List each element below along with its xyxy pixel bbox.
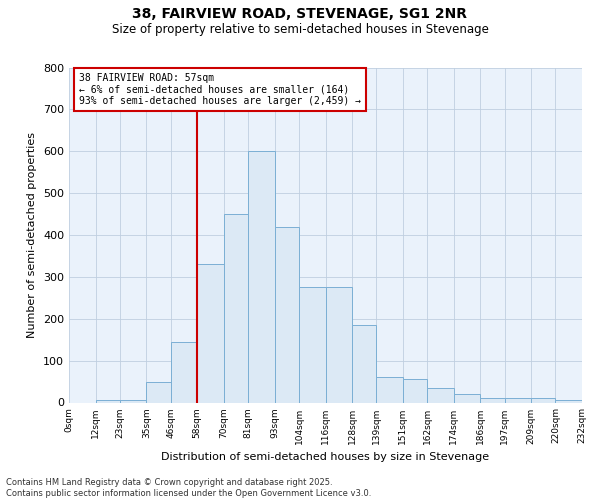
Text: Size of property relative to semi-detached houses in Stevenage: Size of property relative to semi-detach…: [112, 22, 488, 36]
Bar: [224, 214, 248, 402]
Bar: [531, 398, 556, 402]
Bar: [95, 400, 120, 402]
X-axis label: Distribution of semi-detached houses by size in Stevenage: Distribution of semi-detached houses by …: [161, 452, 490, 462]
Bar: [427, 388, 454, 402]
Bar: [376, 378, 403, 402]
Bar: [403, 380, 427, 402]
Y-axis label: Number of semi-detached properties: Number of semi-detached properties: [28, 132, 37, 338]
Bar: [505, 398, 531, 402]
Bar: [325, 288, 352, 403]
Bar: [171, 342, 197, 402]
Bar: [352, 325, 376, 402]
Bar: [299, 288, 325, 403]
Bar: [480, 398, 505, 402]
Bar: [197, 264, 224, 402]
Bar: [556, 400, 582, 402]
Bar: [275, 226, 299, 402]
Text: 38 FAIRVIEW ROAD: 57sqm
← 6% of semi-detached houses are smaller (164)
93% of se: 38 FAIRVIEW ROAD: 57sqm ← 6% of semi-det…: [79, 72, 361, 106]
Bar: [454, 394, 480, 402]
Text: Contains HM Land Registry data © Crown copyright and database right 2025.
Contai: Contains HM Land Registry data © Crown c…: [6, 478, 371, 498]
Bar: [146, 382, 171, 402]
Bar: [120, 400, 146, 402]
Text: 38, FAIRVIEW ROAD, STEVENAGE, SG1 2NR: 38, FAIRVIEW ROAD, STEVENAGE, SG1 2NR: [133, 8, 467, 22]
Bar: [248, 151, 275, 403]
